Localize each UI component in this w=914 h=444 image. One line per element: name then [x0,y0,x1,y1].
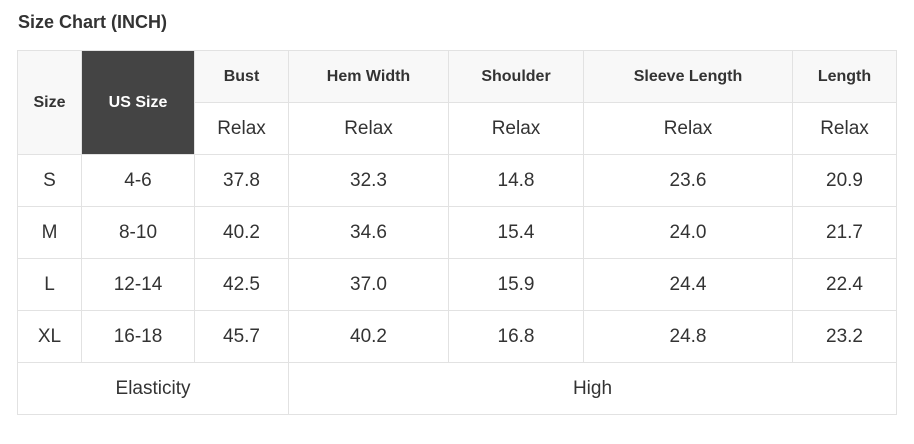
table-cell: 20.9 [792,154,897,207]
table-cell: S [17,154,82,207]
fit-label: Relax [288,102,449,155]
size-chart-table: Size US Size Bust Hem Width Shoulder Sle… [17,50,897,415]
table-cell: XL [17,310,82,363]
table-cell: 24.0 [583,206,793,259]
table-cell: 23.6 [583,154,793,207]
table-cell: M [17,206,82,259]
table-cell: 37.0 [288,258,449,311]
table-cell: 40.2 [194,206,289,259]
table-cell: 22.4 [792,258,897,311]
table-row: XL 16-18 45.7 40.2 16.8 24.8 23.2 [17,310,897,363]
table-cell: 23.2 [792,310,897,363]
fit-label: Relax [583,102,793,155]
table-cell: 14.8 [448,154,584,207]
table-cell: 15.4 [448,206,584,259]
page-title: Size Chart (INCH) [18,12,168,32]
elasticity-label: Elasticity [17,362,289,415]
table-cell: 24.4 [583,258,793,311]
table-cell: 16-18 [81,310,195,363]
header-sleeve-length: Sleeve Length [583,50,793,103]
table-cell: 45.7 [194,310,289,363]
fit-label: Relax [194,102,289,155]
header-shoulder: Shoulder [448,50,584,103]
header-length: Length [792,50,897,103]
table-cell: 32.3 [288,154,449,207]
elasticity-value: High [288,362,897,415]
table-cell: 40.2 [288,310,449,363]
table-cell: 4-6 [81,154,195,207]
table-cell: 15.9 [448,258,584,311]
fit-label: Relax [792,102,897,155]
table-cell: 12-14 [81,258,195,311]
table-cell: 24.8 [583,310,793,363]
header-size: Size [17,50,82,155]
elasticity-row: Elasticity High [17,362,897,415]
table-row: M 8-10 40.2 34.6 15.4 24.0 21.7 [17,206,897,259]
fit-label: Relax [448,102,584,155]
table-cell: 16.8 [448,310,584,363]
header-bust: Bust [194,50,289,103]
subheader-row: Relax Relax Relax Relax Relax [18,102,897,155]
table-cell: 42.5 [194,258,289,311]
header-hem-width: Hem Width [288,50,449,103]
table-cell: 8-10 [81,206,195,259]
header-us-size: US Size [81,50,195,155]
table-cell: 37.8 [194,154,289,207]
table-row: L 12-14 42.5 37.0 15.9 24.4 22.4 [17,258,897,311]
table-cell: 34.6 [288,206,449,259]
header-row: Size US Size Bust Hem Width Shoulder Sle… [17,50,897,155]
table-cell: L [17,258,82,311]
table-row: S 4-6 37.8 32.3 14.8 23.6 20.9 [17,154,897,207]
table-cell: 21.7 [792,206,897,259]
